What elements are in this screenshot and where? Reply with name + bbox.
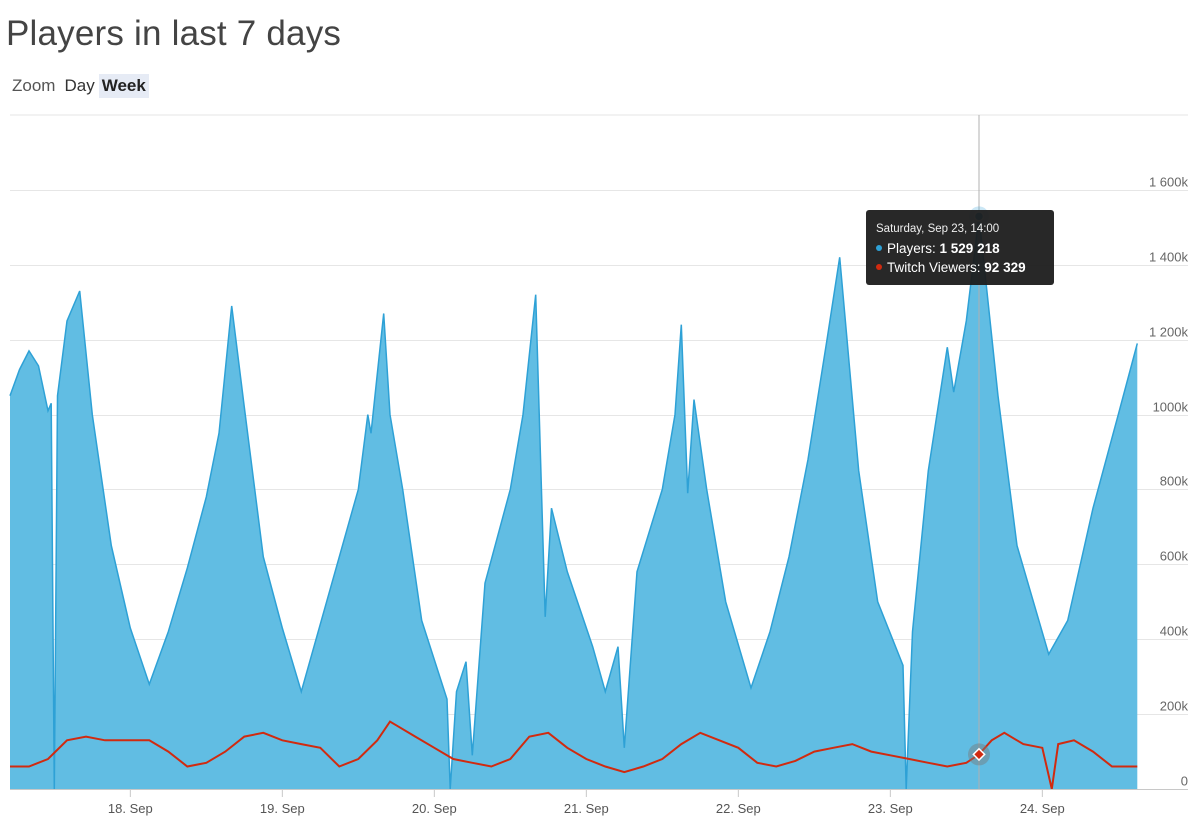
players-dot-icon [876,245,882,251]
tooltip-row-players: Players: 1 529 218 [876,239,1044,258]
page-title: Players in last 7 days [6,14,342,53]
tooltip-date: Saturday, Sep 23, 14:00 [876,223,1000,235]
y-tick-label: 1 200k [1149,325,1189,340]
x-tick-label: 19. Sep [260,801,305,816]
y-tick-label: 1000k [1153,400,1189,415]
twitch-line [10,720,1138,790]
tooltip-row-twitch: Twitch Viewers: 92 329 [876,258,1044,277]
tooltip-twitch-name: Twitch Viewers [887,260,977,275]
chart-tooltip: Saturday, Sep 23, 14:00 Players: 1 529 2… [866,210,1054,285]
zoom-label: Zoom [12,76,56,95]
x-tick-label: 21. Sep [564,801,609,816]
tooltip-players-name: Players [887,241,933,256]
tooltip-twitch-value: 92 329 [984,260,1026,275]
players-area [10,216,1138,789]
y-tick-label: 1 600k [1149,175,1189,190]
zoom-day-button[interactable]: Day [64,76,95,95]
x-tick-label: 20. Sep [412,801,457,816]
zoom-bar: Zoom Day Week [12,74,150,98]
y-tick-label: 800k [1160,474,1189,489]
twitch-dot-icon [876,264,882,270]
y-tick-label: 400k [1160,624,1189,639]
tooltip-players-value: 1 529 218 [939,241,1000,256]
y-tick-label: 1 400k [1149,250,1189,265]
zoom-week-button[interactable]: Week [98,74,149,98]
x-tick-label: 24. Sep [1020,801,1065,816]
y-tick-label: 600k [1160,549,1189,564]
x-tick-label: 18. Sep [108,801,153,816]
y-tick-label: 0 [1181,774,1188,789]
y-tick-label: 200k [1160,699,1189,714]
x-tick-label: 23. Sep [868,801,913,816]
twitch-hover-marker [972,747,986,762]
x-tick-label: 22. Sep [716,801,761,816]
